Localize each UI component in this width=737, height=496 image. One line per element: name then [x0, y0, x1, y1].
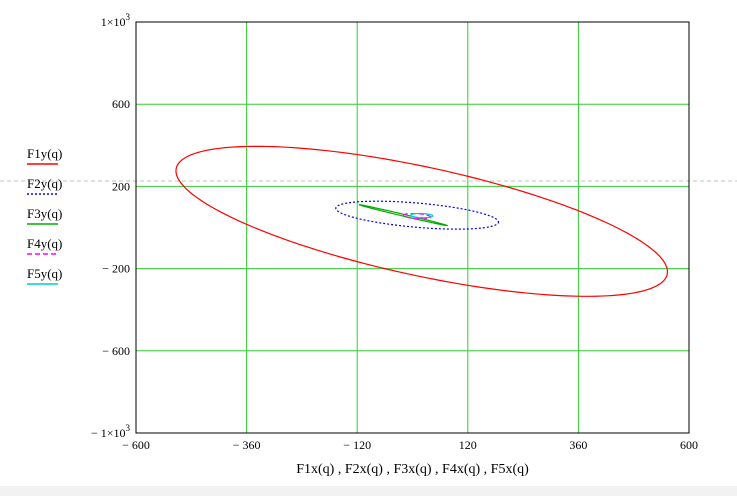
grid-layer — [136, 22, 689, 433]
plot-frame — [135, 21, 690, 434]
x-axis-label: F1x(q) , F2x(q) , F3x(q) , F4x(q) , F5x(… — [296, 462, 529, 477]
y-tick-label: 600 — [112, 97, 130, 111]
y-tick-label: 1×103 — [101, 12, 131, 29]
window-bottom-strip — [0, 486, 737, 496]
series-line-2 — [335, 200, 500, 230]
x-tick-label: 360 — [569, 438, 587, 452]
x-tick-label: − 120 — [343, 438, 371, 452]
series-line-3 — [358, 204, 448, 227]
x-tick-label: − 600 — [122, 438, 150, 452]
tick-layer: − 600 − 360 − 120 120 360 600 1×103 600 200 − 200… — [91, 12, 698, 452]
legend-label-2: F2y(q) — [27, 176, 62, 191]
series-line-4 — [402, 212, 432, 220]
series-line-5 — [410, 212, 434, 219]
legend: F1y(q) F2y(q) F3y(q) F4y(q) F5y(q) — [27, 146, 62, 285]
legend-label-1: F1y(q) — [27, 146, 62, 161]
legend-label-3: F3y(q) — [27, 206, 62, 221]
x-tick-label: 120 — [459, 438, 477, 452]
x-tick-label: 600 — [680, 438, 698, 452]
y-tick-label: − 200 — [102, 262, 130, 276]
y-tick-label: − 600 — [102, 344, 130, 358]
legend-label-4: F4y(q) — [27, 236, 62, 251]
series-layer — [175, 145, 669, 297]
series-line-1 — [175, 145, 669, 297]
legend-label-5: F5y(q) — [27, 266, 62, 281]
x-tick-label: − 360 — [233, 438, 261, 452]
y-tick-label: − 1×103 — [91, 423, 131, 440]
y-tick-label: 200 — [112, 179, 130, 193]
